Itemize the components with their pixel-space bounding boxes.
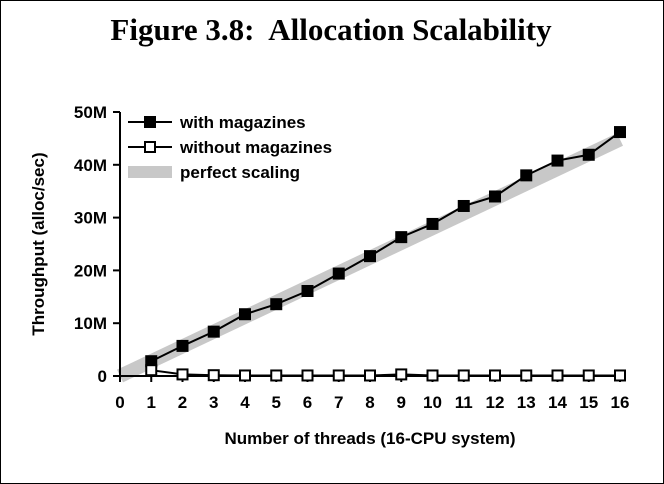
x-tick-label: 2 [178,393,187,412]
series-2-point [551,369,564,382]
y-tick-label: 20M [74,261,107,280]
series-2-point [207,369,220,382]
series-1-point [614,126,626,139]
y-tick-label: 50M [74,103,107,122]
x-tick-label: 3 [209,393,218,412]
x-tick-label: 8 [365,393,374,412]
series-2-point [301,369,314,382]
series-2-point [582,369,595,382]
series-2-point [239,369,251,382]
series-2-point [270,369,283,382]
series-2-point [426,369,439,382]
x-tick-label: 10 [423,393,442,412]
series-1-point [551,154,564,167]
series-2-point [457,369,470,382]
legend-label: without magazines [179,138,332,157]
y-tick-label: 30M [74,209,107,228]
y-tick-label: 0 [98,367,107,386]
x-tick-label: 7 [334,393,343,412]
figure-title: Figure 3.8: Allocation Scalability [110,12,552,47]
x-tick-label: 9 [397,393,406,412]
series-1-point [270,298,283,311]
legend-label: perfect scaling [180,163,300,182]
legend-marker [144,116,156,128]
x-tick-label: 6 [303,393,312,412]
x-tick-label: 13 [517,393,536,412]
series-1-point [457,199,470,212]
series-1-point [332,267,345,280]
series-2-point [332,369,345,382]
series-1-point [239,308,251,321]
series-1-point [489,190,501,203]
series-2-point [176,368,189,381]
x-tick-label: 4 [240,393,250,412]
series-line-1 [150,131,621,363]
x-tick-label: 1 [147,393,156,412]
series-2-point [520,369,533,382]
series-2-point [614,369,626,382]
series-1-point [582,148,595,161]
x-tick-label: 14 [548,393,567,412]
series-2-point [364,369,376,382]
series-1-point [395,231,408,244]
series-2-point [395,368,408,381]
series-line-2 [151,369,620,377]
series-1-point [364,250,376,263]
x-tick-label: 15 [579,393,598,412]
y-tick-label: 10M [74,314,107,333]
x-tick-label: 5 [272,393,281,412]
series-2-point [489,369,501,382]
x-axis-title: Number of threads (16-CPU system) [225,429,516,448]
series-1-point [301,284,314,297]
y-tick-label: 40M [74,156,107,175]
series-1-point [426,217,439,230]
x-tick-label: 16 [611,393,630,412]
x-tick-label: 11 [455,393,473,412]
series-2-point [145,364,158,377]
x-tick-label: 0 [115,393,124,412]
legend-label: with magazines [179,113,306,132]
y-axis-title: Throughput (alloc/sec) [29,152,48,335]
series-1-point [176,339,189,352]
legend-marker [144,141,156,153]
series-1-point [207,325,220,338]
series-1-point [520,169,533,182]
x-tick-label: 12 [486,393,505,412]
